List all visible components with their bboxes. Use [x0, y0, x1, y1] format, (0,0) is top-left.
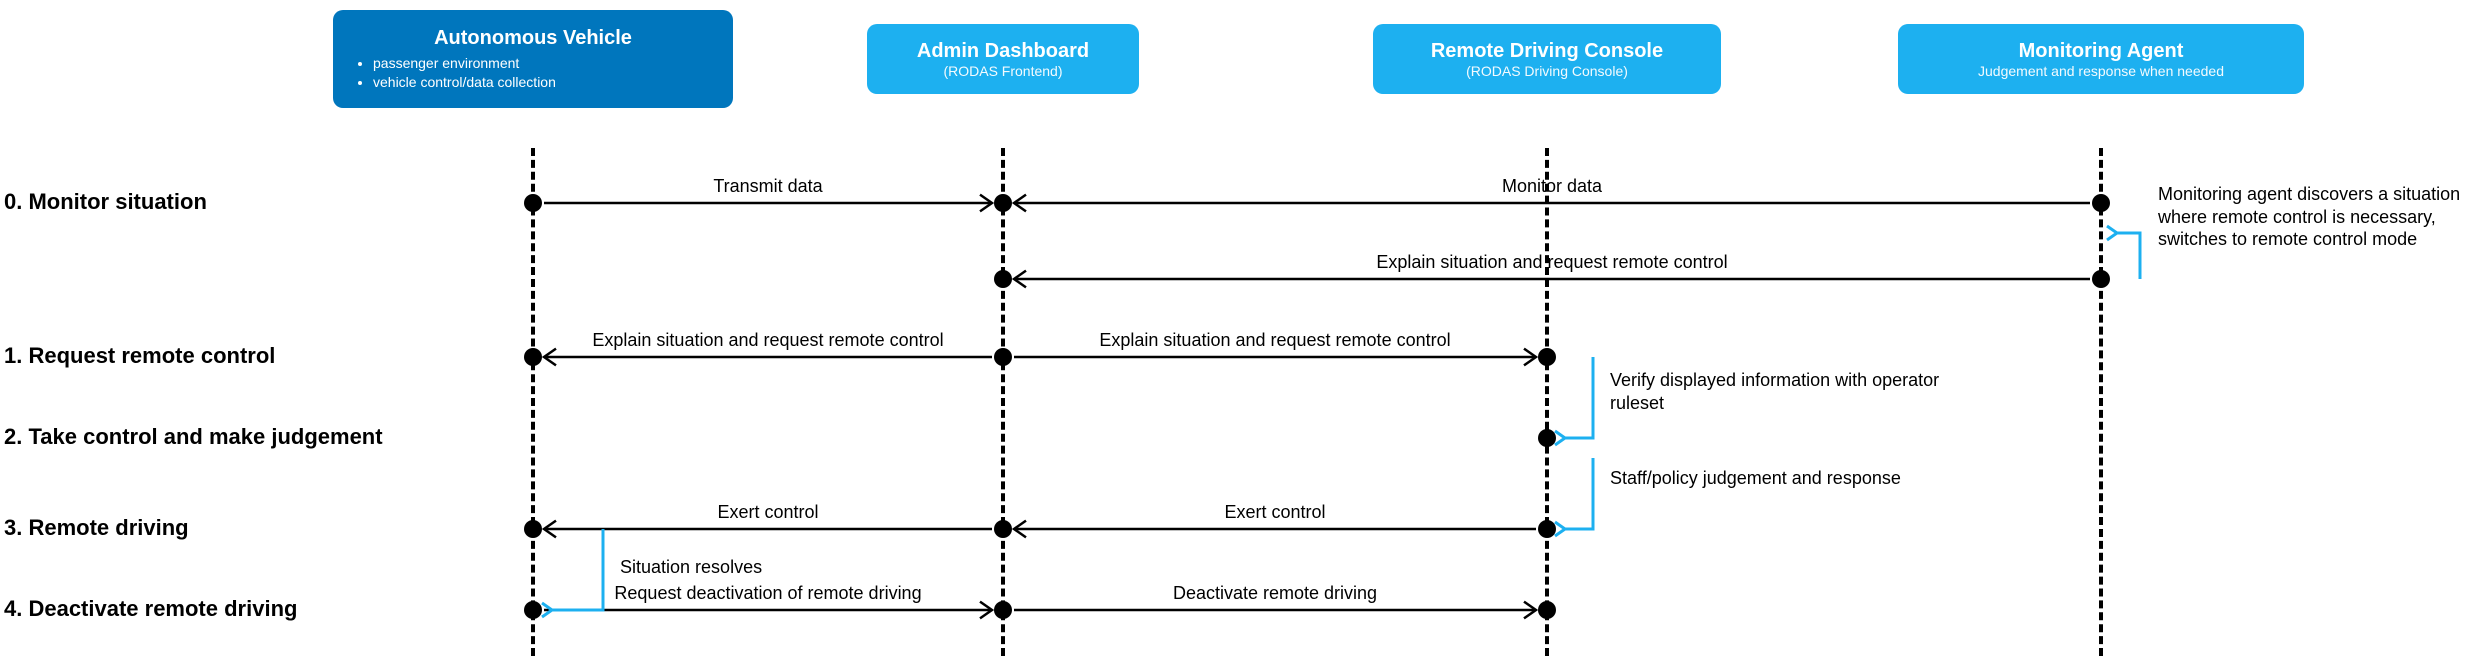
lane-subtitle: (RODAS Frontend) — [885, 63, 1121, 79]
msg-explain-admin-console: Explain situation and request remote con… — [1099, 330, 1450, 351]
lane-title: Autonomous Vehicle — [351, 27, 715, 50]
sequence-diagram: Autonomous Vehicle passenger environment… — [0, 0, 2484, 663]
lane-subtitle: (RODAS Driving Console) — [1391, 63, 1703, 79]
lifeline-av — [531, 148, 535, 656]
lane-header-admin: Admin Dashboard (RODAS Frontend) — [867, 24, 1139, 94]
lifeline-admin — [1001, 148, 1005, 656]
msg-deact: Deactivate remote driving — [1173, 583, 1377, 604]
annotation-resolves: Situation resolves — [620, 556, 840, 579]
lane-title: Remote Driving Console — [1391, 40, 1703, 63]
msg-monitor-data: Monitor data — [1502, 176, 1602, 197]
lane-header-agent: Monitoring Agent Judgement and response … — [1898, 24, 2304, 94]
msg-explain-admin-av: Explain situation and request remote con… — [592, 330, 943, 351]
row-label-1: 1. Request remote control — [4, 343, 275, 369]
lifeline-agent — [2099, 148, 2103, 656]
row-label-3: 3. Remote driving — [4, 515, 189, 541]
lane-subtitle: Judgement and response when needed — [1916, 63, 2286, 79]
lane-header-av: Autonomous Vehicle passenger environment… — [333, 10, 733, 108]
annotation-verify: Verify displayed information with operat… — [1610, 369, 1950, 414]
msg-explain-agent-admin: Explain situation and request remote con… — [1376, 252, 1727, 273]
lane-header-console: Remote Driving Console (RODAS Driving Co… — [1373, 24, 1721, 94]
lane-title: Monitoring Agent — [1916, 40, 2286, 63]
msg-exert-admin-av: Exert control — [717, 502, 818, 523]
lane-bullets: passenger environment vehicle control/da… — [351, 54, 715, 90]
msg-request-deact: Request deactivation of remote driving — [614, 583, 921, 604]
row-label-2: 2. Take control and make judgement — [4, 424, 383, 450]
msg-transmit-data: Transmit data — [713, 176, 822, 197]
annotation-discover: Monitoring agent discovers a situation w… — [2158, 183, 2484, 251]
lifeline-console — [1545, 148, 1549, 656]
lane-title: Admin Dashboard — [885, 40, 1121, 63]
row-label-0: 0. Monitor situation — [4, 189, 207, 215]
annotation-staff: Staff/policy judgement and response — [1610, 467, 1910, 490]
msg-exert-console-admin: Exert control — [1224, 502, 1325, 523]
row-label-4: 4. Deactivate remote driving — [4, 596, 297, 622]
